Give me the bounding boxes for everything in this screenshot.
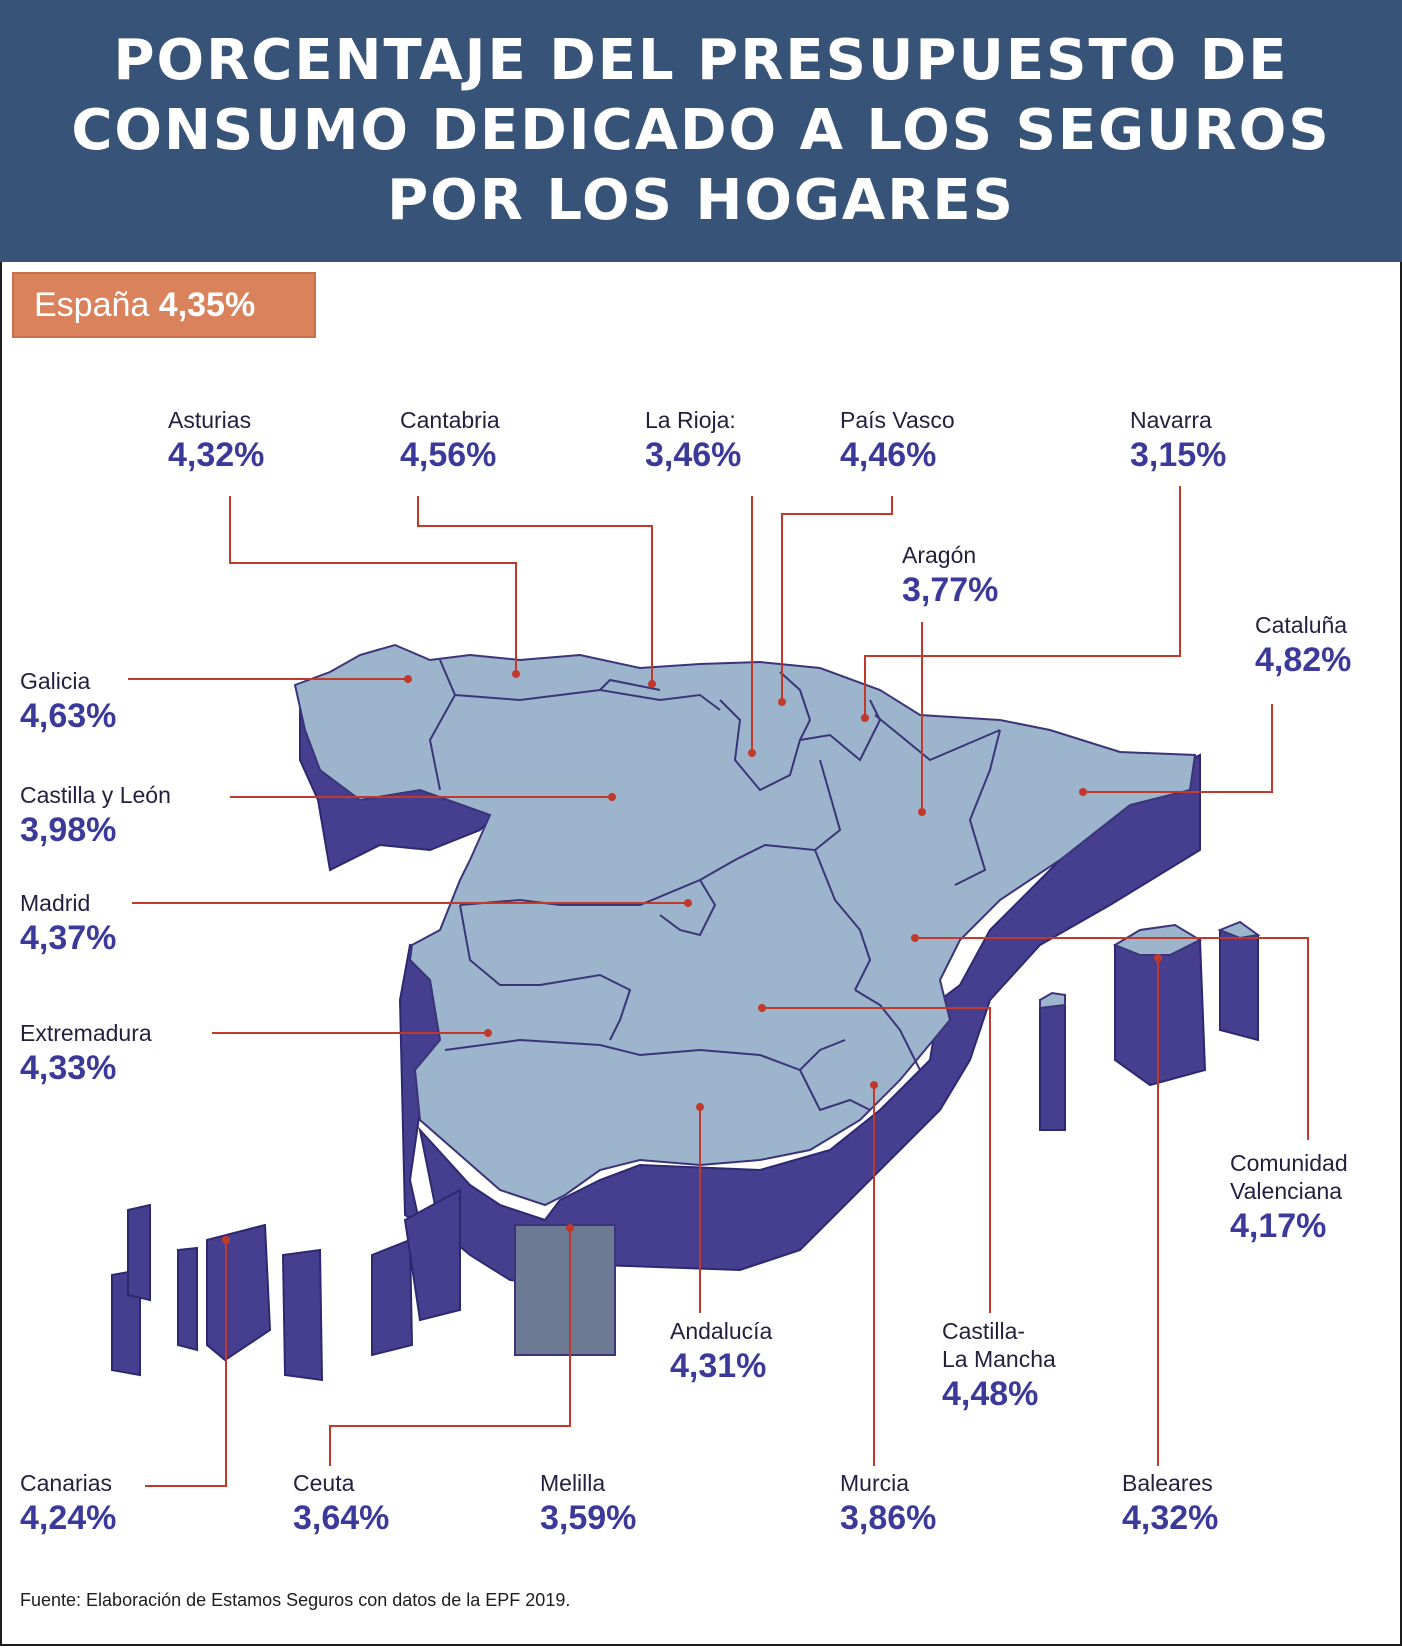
- marker-pais-vasco: [778, 698, 786, 706]
- label-comunidad-valenciana: Comunidad Valenciana 4,17%: [1230, 1149, 1348, 1247]
- region-name-canarias: Canarias: [20, 1470, 113, 1496]
- region-name-asturias: Asturias: [168, 407, 252, 433]
- badge-country: España: [34, 286, 150, 324]
- page-title: PORCENTAJE DEL PRESUPUESTO DE CONSUMO DE…: [71, 28, 1331, 233]
- label-cataluna: Cataluña 4,82%: [1255, 611, 1351, 681]
- region-value-aragon: 3,77%: [902, 571, 999, 609]
- marker-madrid: [684, 899, 692, 907]
- baleares-islands: [1039, 920, 1261, 1131]
- leader-line-pais-vasco: [781, 496, 893, 702]
- label-la-rioja: La Rioja: 3,46%: [645, 406, 741, 476]
- marker-castilla-leon: [608, 793, 616, 801]
- leader-line-castilla-la-mancha: [762, 1007, 991, 1313]
- region-name-madrid: Madrid: [20, 890, 91, 916]
- marker-aragon: [918, 808, 926, 816]
- region-value-comunidad-valenciana: 4,17%: [1230, 1207, 1327, 1245]
- region-name-navarra: Navarra: [1130, 407, 1212, 433]
- label-asturias: Asturias 4,32%: [168, 406, 264, 476]
- label-navarra: Navarra 3,15%: [1130, 406, 1226, 476]
- marker-comunidad-valenciana: [911, 934, 919, 942]
- marker-ceuta: [566, 1224, 574, 1232]
- leader-line-cantabria: [417, 496, 653, 684]
- label-andalucia: Andalucía 4,31%: [670, 1317, 772, 1387]
- region-name-baleares: Baleares: [1122, 1470, 1213, 1496]
- region-value-canarias: 4,24%: [20, 1499, 117, 1537]
- region-name-andalucia: Andalucía: [670, 1318, 773, 1344]
- marker-cantabria: [648, 680, 656, 688]
- region-name-castilla-leon: Castilla y León: [20, 782, 171, 808]
- region-value-andalucia: 4,31%: [670, 1347, 767, 1385]
- region-value-baleares: 4,32%: [1122, 1499, 1219, 1537]
- region-value-murcia: 3,86%: [840, 1499, 937, 1537]
- strait-box: [514, 1224, 616, 1356]
- label-castilla-leon: Castilla y León 3,98%: [20, 781, 171, 851]
- leader-line-asturias: [229, 496, 517, 674]
- region-name-aragon: Aragón: [902, 542, 977, 568]
- leader-line-cataluna: [1083, 704, 1273, 793]
- region-value-extremadura: 4,33%: [20, 1049, 117, 1087]
- region-value-ceuta: 3,64%: [293, 1499, 390, 1537]
- leader-lines: [128, 486, 1309, 1487]
- region-value-cataluna: 4,82%: [1255, 641, 1352, 679]
- marker-andalucia: [696, 1103, 704, 1111]
- marker-castilla-la-mancha: [758, 1004, 766, 1012]
- region-name-pais-vasco: País Vasco: [840, 407, 955, 433]
- marker-cataluna: [1079, 788, 1087, 796]
- badge-value: 4,35%: [158, 286, 256, 324]
- label-murcia: Murcia 3,86%: [840, 1469, 936, 1539]
- spain-map: [111, 486, 1309, 1487]
- marker-baleares: [1154, 954, 1162, 962]
- label-extremadura: Extremadura 4,33%: [20, 1019, 152, 1089]
- canarias-islands: [111, 1188, 461, 1382]
- region-value-castilla-leon: 3,98%: [20, 811, 117, 849]
- header-banner: PORCENTAJE DEL PRESUPUESTO DE CONSUMO DE…: [0, 0, 1402, 262]
- region-value-galicia: 4,63%: [20, 697, 117, 735]
- content-frame: [0, 262, 1402, 1646]
- region-name-cataluna: Cataluña: [1255, 612, 1348, 638]
- label-canarias: Canarias 4,24%: [20, 1469, 116, 1539]
- leader-line-canarias: [145, 1240, 227, 1487]
- marker-extremadura: [484, 1029, 492, 1037]
- peninsula-top: [293, 643, 1197, 1207]
- marker-galicia: [404, 675, 412, 683]
- region-name-murcia: Murcia: [840, 1470, 910, 1496]
- region-markers: [222, 670, 1162, 1244]
- region-name-extremadura: Extremadura: [20, 1020, 152, 1046]
- region-name-melilla: Melilla: [540, 1470, 606, 1496]
- region-borders: [428, 659, 1001, 1112]
- label-pais-vasco: País Vasco 4,46%: [840, 406, 955, 476]
- region-value-la-rioja: 3,46%: [645, 436, 742, 474]
- marker-asturias: [512, 670, 520, 678]
- region-value-madrid: 4,37%: [20, 919, 117, 957]
- region-value-melilla: 3,59%: [540, 1499, 637, 1537]
- leader-line-navarra: [864, 486, 1181, 718]
- marker-la-rioja: [748, 749, 756, 757]
- leader-line-comunidad-valenciana: [915, 937, 1309, 1140]
- region-value-asturias: 4,32%: [168, 436, 265, 474]
- region-value-pais-vasco: 4,46%: [840, 436, 937, 474]
- national-average-badge: España 4,35%: [12, 272, 316, 338]
- label-ceuta: Ceuta 3,64%: [293, 1469, 389, 1539]
- region-value-navarra: 3,15%: [1130, 436, 1227, 474]
- region-value-castilla-la-mancha: 4,48%: [942, 1375, 1039, 1413]
- marker-murcia: [870, 1081, 878, 1089]
- label-melilla: Melilla 3,59%: [540, 1469, 636, 1539]
- label-aragon: Aragón 3,77%: [902, 541, 998, 611]
- label-madrid: Madrid 4,37%: [20, 889, 116, 959]
- label-galicia: Galicia 4,63%: [20, 667, 116, 737]
- label-baleares: Baleares 4,32%: [1122, 1469, 1218, 1539]
- region-name-comunidad-valenciana: Comunidad Valenciana: [1230, 1150, 1348, 1204]
- region-name-cantabria: Cantabria: [400, 407, 500, 433]
- region-name-ceuta: Ceuta: [293, 1470, 355, 1496]
- label-castilla-la-mancha: Castilla- La Mancha 4,48%: [942, 1317, 1056, 1415]
- leader-line-ceuta: [329, 1228, 571, 1466]
- region-name-galicia: Galicia: [20, 668, 91, 694]
- source-note: Fuente: Elaboración de Estamos Seguros c…: [20, 1590, 571, 1610]
- label-cantabria: Cantabria 4,56%: [400, 406, 500, 476]
- region-name-castilla-la-mancha: Castilla- La Mancha: [942, 1318, 1056, 1372]
- region-value-cantabria: 4,56%: [400, 436, 497, 474]
- region-name-la-rioja: La Rioja:: [645, 407, 736, 433]
- marker-canarias: [222, 1236, 230, 1244]
- marker-navarra: [861, 714, 869, 722]
